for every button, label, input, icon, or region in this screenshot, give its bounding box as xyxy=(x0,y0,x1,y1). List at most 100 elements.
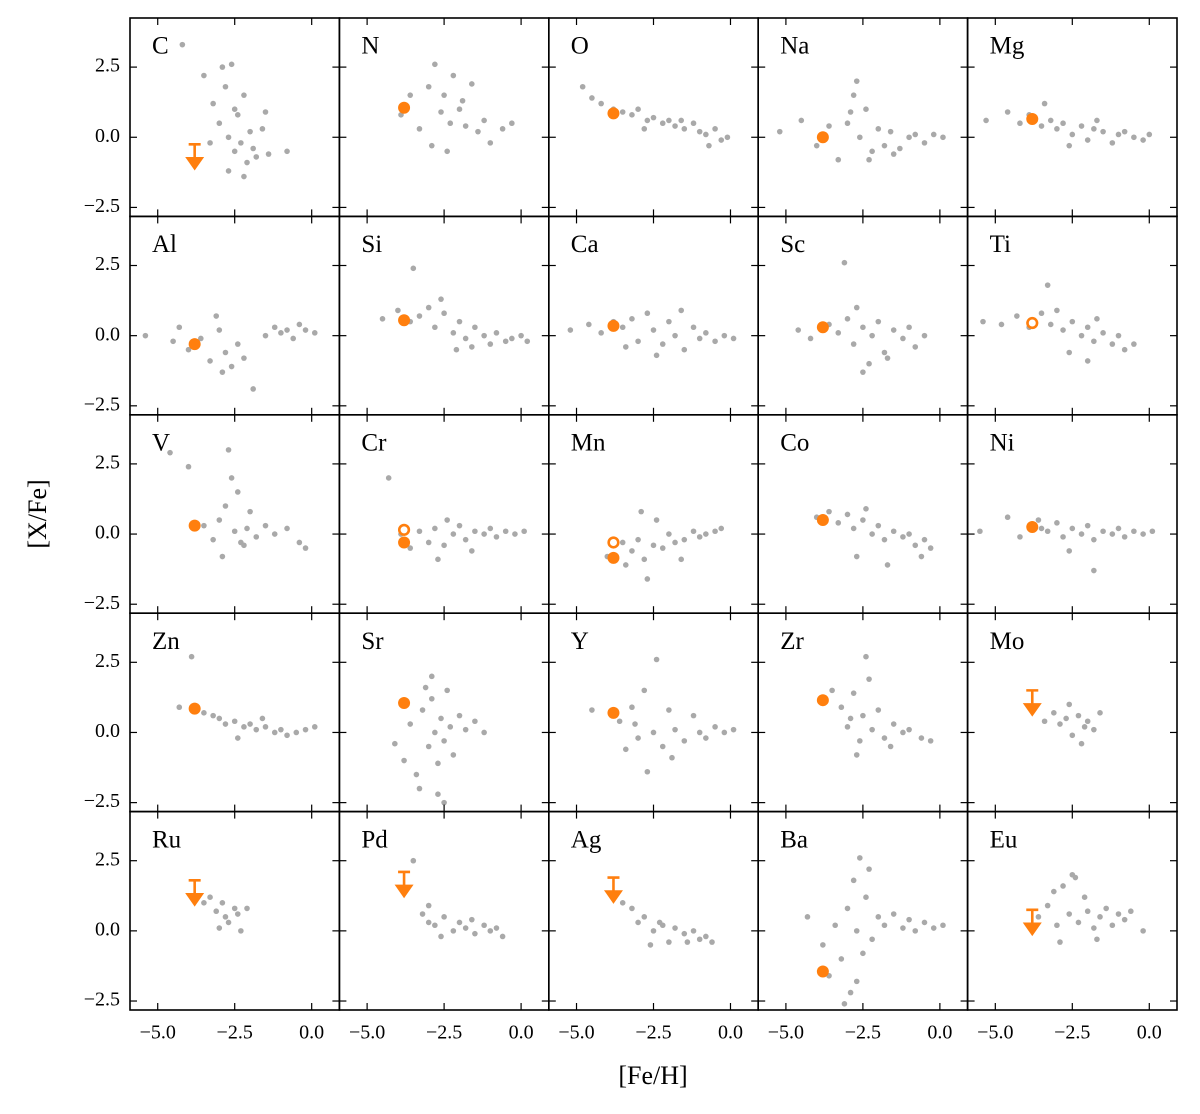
data-point xyxy=(1091,536,1097,543)
data-point xyxy=(278,726,284,733)
data-point xyxy=(512,531,518,537)
data-point xyxy=(690,528,697,535)
star-point xyxy=(398,536,411,549)
data-point xyxy=(672,332,678,339)
y-tick-label: 0.0 xyxy=(95,323,120,345)
data-point xyxy=(1075,712,1082,719)
data-point xyxy=(425,304,432,311)
data-point xyxy=(432,729,438,736)
data-point xyxy=(176,324,183,331)
star-point xyxy=(816,965,829,978)
data-point xyxy=(234,489,241,495)
y-tick-label: 0.0 xyxy=(95,720,120,742)
data-point xyxy=(826,123,832,129)
y-tick-label: 2.5 xyxy=(95,848,120,870)
data-point xyxy=(650,542,657,549)
data-point xyxy=(850,690,857,696)
data-point xyxy=(869,332,875,339)
data-point xyxy=(493,330,500,336)
data-point xyxy=(940,922,946,929)
data-point xyxy=(216,327,223,333)
data-point xyxy=(198,335,204,342)
data-point xyxy=(850,525,857,532)
x-tick-label: −5.0 xyxy=(558,1022,594,1044)
data-point xyxy=(730,726,737,733)
data-point xyxy=(659,341,666,347)
data-point xyxy=(666,318,672,325)
data-point xyxy=(1091,126,1097,132)
data-point xyxy=(635,919,641,926)
data-point xyxy=(841,259,848,266)
data-point xyxy=(921,140,928,146)
data-point xyxy=(678,117,685,124)
data-point xyxy=(435,556,441,563)
data-point xyxy=(696,128,703,135)
data-point xyxy=(1109,922,1116,929)
data-point xyxy=(262,522,269,529)
data-point xyxy=(244,159,250,166)
data-point xyxy=(410,857,417,864)
data-point xyxy=(847,109,854,115)
panel-title: Eu xyxy=(990,826,1018,853)
data-point xyxy=(425,919,432,926)
data-point xyxy=(724,134,731,141)
data-point xyxy=(234,341,241,347)
data-point xyxy=(690,120,697,127)
data-point xyxy=(1060,327,1066,333)
data-point xyxy=(201,72,207,79)
data-point xyxy=(444,517,450,523)
panel-title: Mo xyxy=(990,628,1025,655)
data-point xyxy=(875,318,882,325)
data-point xyxy=(586,321,592,328)
data-point xyxy=(1047,321,1054,328)
data-point xyxy=(850,341,857,347)
data-point xyxy=(900,534,906,540)
panel-title: Pd xyxy=(361,826,388,853)
data-point xyxy=(487,525,494,532)
data-point xyxy=(619,539,626,546)
data-point xyxy=(450,531,457,537)
data-point xyxy=(881,536,888,543)
data-point xyxy=(407,545,414,551)
data-point xyxy=(456,712,463,719)
data-point xyxy=(302,327,309,333)
data-point xyxy=(1078,740,1085,747)
data-point xyxy=(1069,525,1076,532)
data-point xyxy=(247,128,253,135)
data-point xyxy=(622,344,629,350)
data-point xyxy=(222,914,229,920)
data-point xyxy=(284,327,290,333)
data-point xyxy=(1075,919,1082,926)
data-point xyxy=(977,528,983,535)
data-point xyxy=(241,173,247,180)
x-tick-label: −5.0 xyxy=(140,1022,176,1044)
data-point xyxy=(927,545,934,551)
data-point xyxy=(1004,514,1011,521)
data-point xyxy=(201,710,207,716)
data-point xyxy=(703,933,709,940)
data-point xyxy=(672,539,678,546)
panel-title: Y xyxy=(571,628,589,655)
data-point xyxy=(379,316,386,322)
data-point xyxy=(863,653,869,660)
data-point xyxy=(890,327,897,333)
y-tick-label: 2.5 xyxy=(95,253,120,275)
panel-title: V xyxy=(152,430,170,457)
data-point xyxy=(271,324,278,331)
data-point xyxy=(219,553,226,560)
data-point xyxy=(835,330,842,336)
panel-title: Co xyxy=(780,430,809,457)
data-point xyxy=(653,517,660,523)
data-point xyxy=(653,352,660,359)
data-point xyxy=(1044,282,1051,288)
y-tick-label: 0.0 xyxy=(95,522,120,544)
data-point xyxy=(407,92,414,98)
data-point xyxy=(1100,528,1106,535)
data-point xyxy=(866,866,872,872)
data-point xyxy=(290,335,297,342)
data-point xyxy=(475,128,481,135)
data-point xyxy=(709,939,715,945)
data-point xyxy=(216,715,223,722)
data-point xyxy=(219,64,226,70)
data-point xyxy=(219,369,226,375)
